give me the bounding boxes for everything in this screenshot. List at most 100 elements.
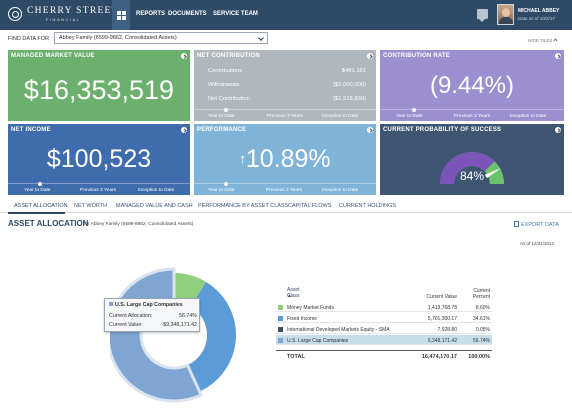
table-row[interactable]: Money Market Funds 1,419,768.78 8.60%: [276, 302, 492, 312]
current-value: 5,701,300.17: [427, 315, 457, 322]
period-inception[interactable]: Inception to Date: [322, 114, 359, 119]
hide-tiles-label: HIDE TILES: [528, 38, 553, 43]
chevron-right-icon[interactable]: [555, 53, 561, 59]
current-percent: 34.61%: [473, 315, 490, 322]
period-prev-3-years[interactable]: Previous 3 Years: [454, 114, 490, 119]
nav-service-team[interactable]: SERVICE TEAM: [213, 11, 258, 17]
chevron-right-icon[interactable]: [367, 127, 373, 133]
color-swatch: [278, 326, 283, 332]
logo-text: CHERRY STREET: [27, 6, 119, 16]
period-indicator: [224, 182, 228, 186]
performance-value-wrap: ↑10.89%: [194, 145, 376, 174]
column-current-value[interactable]: Current Value: [426, 294, 457, 300]
chevron-right-icon[interactable]: [181, 127, 187, 133]
current-percent: 0.05%: [475, 326, 490, 333]
top-nav-bar: CHERRY STREET FINANCIAL REPORTS DOCUMENT…: [0, 0, 572, 30]
current-value: 7,928.80: [437, 326, 457, 333]
period-inception[interactable]: Inception to Date: [322, 188, 359, 193]
tile-net-income[interactable]: NET INCOME $100,523 Year to Date Previou…: [8, 124, 190, 195]
tab-asset-allocation[interactable]: ASSET ALLOCATION: [14, 203, 68, 209]
period-ytd[interactable]: Year to Date: [208, 188, 235, 193]
period-inception[interactable]: Inception to Date: [510, 114, 547, 119]
probability-value: 84%: [459, 169, 485, 183]
column-current-percent[interactable]: Current Percent: [472, 288, 490, 300]
chevron-down-icon: [258, 35, 264, 41]
current-percent: 56.74%: [473, 337, 490, 344]
find-data-label: FIND DATA FOR: [8, 36, 50, 42]
tile-performance[interactable]: PERFORMANCE ↑10.89% Year to Date Previou…: [194, 124, 376, 195]
period-selector: Year to Date Previous 3 Years Inception …: [194, 108, 376, 121]
as-of-date: As of 12/31/2012: [520, 241, 555, 246]
hide-tiles-toggle[interactable]: HIDE TILES: [528, 38, 559, 43]
tile-title: CURRENT PROBABILITY OF SUCCESS: [383, 127, 502, 133]
avatar[interactable]: [497, 4, 514, 25]
asset-class-name: International Developed Markets Equity -…: [287, 326, 390, 333]
gauge-fill: [440, 152, 495, 184]
period-indicator: [38, 182, 42, 186]
asset-class-name: Fixed Income: [287, 315, 318, 322]
net-contribution-label: Net Contribution: [208, 96, 250, 102]
tile-net-contribution[interactable]: NET CONTRIBUTION Contributions $481,161 W…: [194, 50, 376, 121]
brand-logo[interactable]: CHERRY STREET FINANCIAL: [8, 5, 117, 25]
tile-managed-market-value[interactable]: MANAGED MARKET VALUE $16,353,519: [8, 50, 190, 121]
find-data-select[interactable]: Abbey Family (6599-9862, Consolidated As…: [54, 32, 268, 44]
managed-market-value: $16,353,519: [23, 75, 175, 105]
chevron-right-icon[interactable]: [181, 53, 187, 59]
nav-documents[interactable]: DOCUMENTS: [168, 11, 207, 17]
tile-probability-of-success[interactable]: CURRENT PROBABILITY OF SUCCESS 84%: [380, 124, 564, 195]
table-row[interactable]: International Developed Markets Equity -…: [276, 324, 492, 334]
chevron-up-icon: [553, 38, 559, 43]
period-prev-3-years[interactable]: Previous 3 Years: [266, 188, 302, 193]
period-prev-3-years[interactable]: Previous 3 Years: [267, 114, 303, 119]
total-percent: 100.00%: [468, 354, 490, 360]
table-row[interactable]: U.S. Large Cap Companies 9,348,171.42 56.7…: [276, 335, 492, 345]
asset-class-name: U.S. Large Cap Companies: [287, 337, 349, 344]
contributions-value: $481,161: [341, 68, 366, 74]
nav-reports[interactable]: REPORTS: [136, 11, 166, 17]
period-selector: Year to Date Previous 3 Years Inception …: [380, 108, 564, 121]
chart-tooltip: U.S. Large Cap Companies Current Allocat…: [104, 298, 200, 332]
tab-managed-value-and-cash[interactable]: MANAGED VALUE AND CASH: [116, 203, 193, 209]
chevron-right-icon[interactable]: [367, 53, 373, 59]
period-indicator: [412, 108, 416, 112]
table-header: Asset Class ▲ Current Value Current Perc…: [276, 287, 492, 301]
current-value: 9,348,171.42: [427, 337, 457, 344]
tooltip-value-value: $9,348,171.42: [163, 322, 197, 328]
net-income-value: $100,523: [46, 145, 152, 173]
period-ytd[interactable]: Year to Date: [208, 114, 235, 119]
tab-performance-by-asset-class[interactable]: PERFORMANCE BY ASSET CLASS: [198, 203, 289, 209]
period-prev-3-years[interactable]: Previous 3 Years: [80, 188, 116, 193]
current-percent: 8.60%: [475, 304, 490, 311]
export-label: EXPORT DATA: [521, 222, 559, 228]
tile-contribution-rate[interactable]: CONTRIBUTION RATE (9.44%) Year to Date P…: [380, 50, 564, 121]
tab-capital-flows[interactable]: CAPITAL FLOWS: [288, 203, 332, 209]
logo-mark-icon: [8, 7, 22, 21]
find-data-selected-value: Abbey Family (6599-9862, Consolidated As…: [59, 35, 177, 41]
logo-subtext: FINANCIAL: [46, 17, 81, 22]
color-swatch: [278, 304, 283, 310]
chat-icon[interactable]: [477, 9, 488, 22]
period-ytd[interactable]: Year to Date: [24, 188, 51, 193]
report-tabs: ASSET ALLOCATION NET WORTH MANAGED VALUE…: [0, 199, 572, 213]
tooltip-swatch: [109, 302, 113, 306]
tile-title: CONTRIBUTION RATE: [383, 53, 450, 59]
tile-title: MANAGED MARKET VALUE: [11, 53, 95, 59]
gauge-needle: [484, 168, 501, 179]
dashboard-grid-button[interactable]: [112, 0, 130, 30]
total-value: 16,474,170.17: [421, 354, 457, 360]
current-value: 1,419,768.78: [427, 304, 457, 311]
period-ytd[interactable]: Year to Date: [396, 114, 423, 119]
table-row[interactable]: Fixed Income 5,701,300.17 34.61%: [276, 313, 492, 323]
chevron-right-icon[interactable]: [555, 127, 561, 133]
performance-value: 10.89%: [245, 145, 331, 173]
period-inception[interactable]: Inception to Date: [138, 188, 175, 193]
export-icon: [514, 221, 519, 227]
export-data-link[interactable]: EXPORT DATA: [514, 221, 559, 228]
sort-up-icon: ▲: [287, 293, 292, 299]
table-total-row: TOTAL 16,474,170.17 100.00%: [276, 350, 492, 361]
tab-current-holdings[interactable]: CURRENT HOLDINGS: [339, 203, 397, 209]
tab-net-worth[interactable]: NET WORTH: [74, 203, 108, 209]
section-subtitle: for Abbey Family (6599-9862, Consolidate…: [84, 222, 194, 227]
grid-icon: [116, 10, 126, 20]
user-name[interactable]: MICHAEL ABBEY: [518, 8, 560, 14]
